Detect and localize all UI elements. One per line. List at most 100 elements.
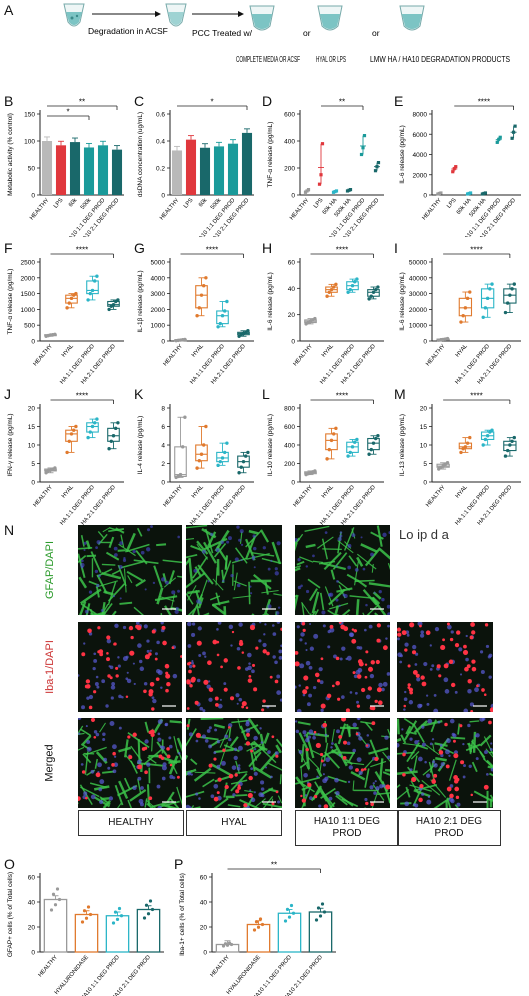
step-pcc-label: PCC Treated w/ — [192, 28, 253, 38]
tube-icon — [317, 5, 343, 31]
y-tick-label: 20000 — [409, 307, 427, 314]
data-point — [202, 284, 206, 288]
y-tick-label: 50 — [28, 166, 36, 173]
data-point — [223, 942, 228, 946]
data-point — [510, 287, 514, 291]
data-point — [90, 288, 95, 293]
data-point — [481, 443, 485, 447]
or-label-2: or — [372, 28, 380, 38]
data-point — [254, 920, 259, 924]
step-degradation-label: Degradation in ACSF — [88, 26, 168, 36]
panel-letter-p: P — [174, 856, 184, 872]
microscopy-image — [397, 622, 493, 712]
data-point — [115, 917, 120, 921]
panel-letter-c: C — [134, 93, 145, 109]
data-point — [327, 290, 331, 294]
data-point — [376, 161, 381, 165]
y-tick-label: 20 — [420, 406, 428, 413]
significance-label: ** — [79, 98, 85, 107]
microscopy-image — [186, 718, 282, 808]
data-point — [350, 284, 355, 288]
y-tick-label: 40 — [288, 286, 296, 293]
data-point — [361, 146, 365, 150]
data-point — [225, 441, 229, 445]
x-tick-label: HEALTHY — [33, 484, 55, 508]
data-point — [117, 906, 122, 911]
data-point — [218, 459, 222, 464]
y-tick-label: 20 — [200, 925, 208, 932]
data-point — [53, 332, 57, 337]
y-tick-label: 0 — [31, 950, 35, 957]
y-tick-label: 600 — [284, 424, 295, 431]
x-tick-label: HEALTHY — [293, 343, 315, 367]
y-tick-label: 15 — [28, 424, 36, 431]
y-tick-label: 4000 — [413, 152, 428, 159]
tube-icon — [249, 5, 275, 31]
significance-label: * — [210, 98, 213, 107]
data-point — [481, 315, 485, 319]
data-point — [74, 424, 78, 429]
data-point — [239, 465, 243, 469]
bar — [41, 141, 53, 195]
y-tick-label: 40 — [28, 900, 36, 907]
data-point — [483, 191, 488, 195]
data-point — [80, 920, 85, 924]
y-axis-label: TNF-α release (pg/mL) — [267, 122, 274, 188]
data-point — [216, 325, 220, 329]
data-point — [374, 287, 378, 292]
y-tick-label: 0 — [423, 193, 427, 200]
significance-label: **** — [336, 246, 348, 255]
x-tick-label: HEALTHY — [163, 343, 185, 367]
data-point — [468, 435, 472, 440]
column-label-healthy: HEALTHY — [78, 810, 184, 836]
data-point — [119, 914, 124, 918]
y-axis-label: Iba-1+ cells (% of Total cells) — [179, 873, 186, 956]
data-point — [237, 471, 241, 475]
significance-label: **** — [470, 246, 482, 255]
bar — [111, 149, 123, 195]
x-tick-label: HYAL — [191, 343, 206, 359]
x-tick-label: HYAL — [191, 484, 206, 500]
data-point — [285, 907, 290, 911]
data-point — [204, 276, 208, 280]
data-point — [371, 441, 376, 445]
data-point — [367, 297, 371, 301]
data-point — [258, 917, 263, 921]
chart-p: 0 20 40 60 Iba-1+ cells (% of Total cells) HE… — [179, 861, 336, 996]
data-point — [461, 314, 465, 318]
data-point — [74, 291, 78, 296]
data-point — [142, 916, 147, 920]
y-axis-label: IL-6 release (pg/mL) — [267, 272, 274, 331]
y-tick-label: 100 — [24, 139, 35, 146]
x-tick-label: HYAL — [321, 343, 336, 359]
data-point — [246, 329, 250, 333]
data-point — [107, 447, 111, 451]
overlay-text: Lo ip d a — [397, 525, 493, 615]
data-point — [51, 892, 56, 896]
data-point — [346, 290, 350, 294]
row-label-iba1: Iba-1/DAPI — [44, 640, 56, 694]
x-tick-label: HEALTHY — [425, 343, 447, 367]
data-point — [505, 301, 510, 305]
data-point — [350, 445, 355, 449]
bar — [69, 142, 81, 195]
data-point — [252, 928, 257, 932]
y-axis-label: GFAP+ cells (% of Total cells) — [7, 872, 14, 957]
bar — [308, 911, 333, 953]
tube-icon — [399, 5, 425, 31]
y-tick-label: 400 — [284, 443, 295, 450]
y-tick-label: 10 — [420, 443, 428, 450]
chart-j: 0 5 10 15 20 IFN-γ release (pg/mL) HEALTHY HYAL… — [7, 392, 124, 526]
x-tick-label: HEALTHY — [159, 197, 181, 221]
data-point — [144, 903, 149, 907]
y-tick-label: 6 — [161, 424, 165, 431]
data-point — [197, 459, 201, 463]
data-point — [512, 282, 516, 286]
significance-label: **** — [470, 392, 482, 401]
data-point — [95, 417, 99, 421]
data-point — [348, 287, 352, 292]
data-point — [223, 309, 227, 313]
significance-label: **** — [76, 392, 88, 401]
data-point — [445, 461, 450, 465]
data-point — [283, 919, 288, 923]
